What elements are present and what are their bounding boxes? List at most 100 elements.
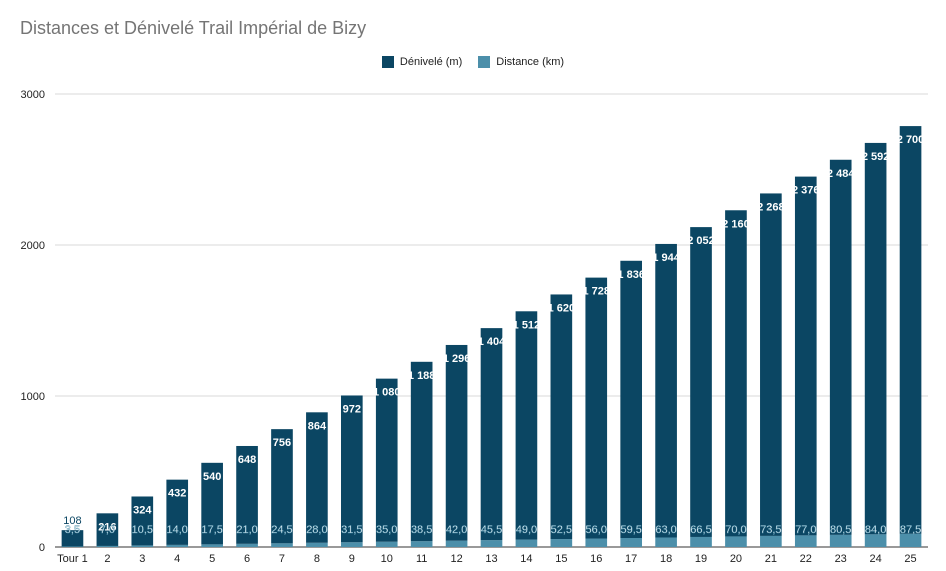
data-label-denivele: 2 592 [862, 151, 890, 163]
data-label-denivele: 540 [203, 471, 221, 483]
x-tick-label: 3 [139, 553, 145, 565]
x-tick-label: 8 [314, 553, 320, 565]
chart-legend: Dénivelé (m) Distance (km) [0, 56, 946, 68]
bar-denivele [725, 210, 747, 537]
bar-distance [690, 536, 712, 547]
data-label-distance: 49,0 [516, 524, 537, 536]
x-tick-label: 16 [590, 553, 602, 565]
x-tick-label: 11 [416, 553, 427, 565]
data-label-distance: 87,5 [900, 524, 921, 536]
bar-denivele [375, 378, 398, 542]
data-label-denivele: 216 [98, 521, 116, 533]
bar-denivele [515, 311, 538, 540]
data-label-denivele: 2 052 [687, 235, 715, 247]
legend-item-denivele[interactable]: Dénivelé (m) [381, 56, 463, 68]
legend-label-distance: Distance (km) [496, 56, 565, 68]
data-label-denivele: 2 268 [757, 201, 785, 213]
bar-denivele [899, 126, 922, 534]
bar-denivele [96, 513, 119, 546]
x-tick-label: 6 [244, 553, 250, 565]
data-label-denivele: 1 188 [408, 370, 436, 382]
bar-distance [899, 533, 922, 547]
data-label-distance: 31,5 [341, 524, 362, 536]
data-label-distance: 7,0 [100, 524, 115, 536]
bar-distance [96, 545, 119, 547]
x-tick-label: 5 [209, 553, 215, 565]
bar-distance [620, 538, 643, 547]
bar-distance [340, 542, 363, 547]
bar-distance [480, 540, 503, 547]
bar-distance [131, 545, 154, 547]
legend-swatch-distance [478, 56, 491, 68]
data-label-denivele: 432 [168, 488, 186, 500]
data-label-distance: 35,0 [376, 524, 397, 536]
bar-distance [550, 539, 573, 547]
data-label-denivele: 2 484 [827, 168, 855, 180]
data-label-denivele: 1 512 [513, 319, 541, 331]
x-tick-label: 17 [625, 553, 637, 565]
data-label-distance: 56,0 [586, 524, 607, 536]
data-label-distance: 38,5 [411, 524, 432, 536]
data-label-distance: 14,0 [167, 524, 188, 536]
data-label-distance: 42,0 [446, 524, 467, 536]
bar-distance [375, 541, 398, 547]
bar-denivele [166, 479, 189, 545]
y-tick-label: 3000 [21, 89, 45, 101]
bar-distance [515, 539, 538, 547]
bar-denivele [794, 176, 817, 536]
bar-denivele [550, 294, 573, 540]
data-label-distance: 3,5 [65, 524, 80, 536]
data-label-distance: 63,0 [655, 524, 676, 536]
data-label-distance: 52,5 [551, 524, 572, 536]
bar-denivele [445, 344, 468, 541]
bar-distance [271, 543, 293, 547]
data-label-denivele: 324 [133, 504, 152, 516]
bar-distance [655, 537, 677, 547]
x-tick-label: Tour 1 [57, 553, 88, 565]
data-label-denivele: 1 080 [373, 387, 401, 399]
data-label-distance: 66,5 [690, 524, 711, 536]
x-tick-label: 20 [730, 553, 742, 565]
bar-denivele [306, 412, 328, 543]
data-label-denivele: 1 620 [548, 302, 576, 314]
x-tick-label: 19 [695, 553, 707, 565]
bar-distance [864, 534, 887, 547]
bar-distance [306, 542, 328, 547]
data-label-denivele: 108 [63, 515, 81, 527]
data-label-denivele: 2 700 [897, 134, 925, 146]
data-label-denivele: 2 160 [722, 218, 750, 230]
x-tick-label: 21 [765, 553, 777, 565]
bar-distance [760, 535, 782, 547]
data-label-distance: 80,5 [830, 524, 851, 536]
bar-denivele [271, 429, 293, 544]
bar-distance [829, 534, 852, 547]
data-label-distance: 59,5 [620, 524, 641, 536]
data-label-denivele: 1 296 [443, 353, 471, 365]
legend-item-distance[interactable]: Distance (km) [478, 56, 564, 68]
data-label-distance: 73,5 [760, 524, 781, 536]
bar-denivele [410, 361, 433, 542]
data-label-denivele: 972 [343, 403, 361, 415]
x-tick-label: 23 [835, 553, 847, 565]
bar-denivele [690, 227, 712, 537]
bar-denivele [829, 159, 852, 535]
bar-distance [410, 541, 433, 547]
bar-denivele [201, 462, 223, 545]
x-tick-label: 9 [349, 553, 355, 565]
data-label-distance: 70,0 [725, 524, 746, 536]
data-label-distance: 17,5 [201, 524, 222, 536]
x-tick-label: 22 [800, 553, 812, 565]
bar-denivele [760, 193, 782, 536]
x-tick-label: 15 [555, 553, 567, 565]
data-label-denivele: 2 376 [792, 185, 820, 197]
data-label-distance: 28,0 [306, 524, 327, 536]
chart-title: Distances et Dénivelé Trail Impérial de … [20, 18, 367, 38]
data-label-denivele: 1 944 [652, 252, 680, 264]
bar-distance [445, 540, 468, 547]
bar-distance [725, 536, 747, 547]
legend-label-denivele: Dénivelé (m) [399, 56, 463, 68]
bar-denivele [655, 243, 677, 538]
data-label-denivele: 1 836 [617, 269, 645, 281]
bar-denivele [620, 260, 643, 539]
